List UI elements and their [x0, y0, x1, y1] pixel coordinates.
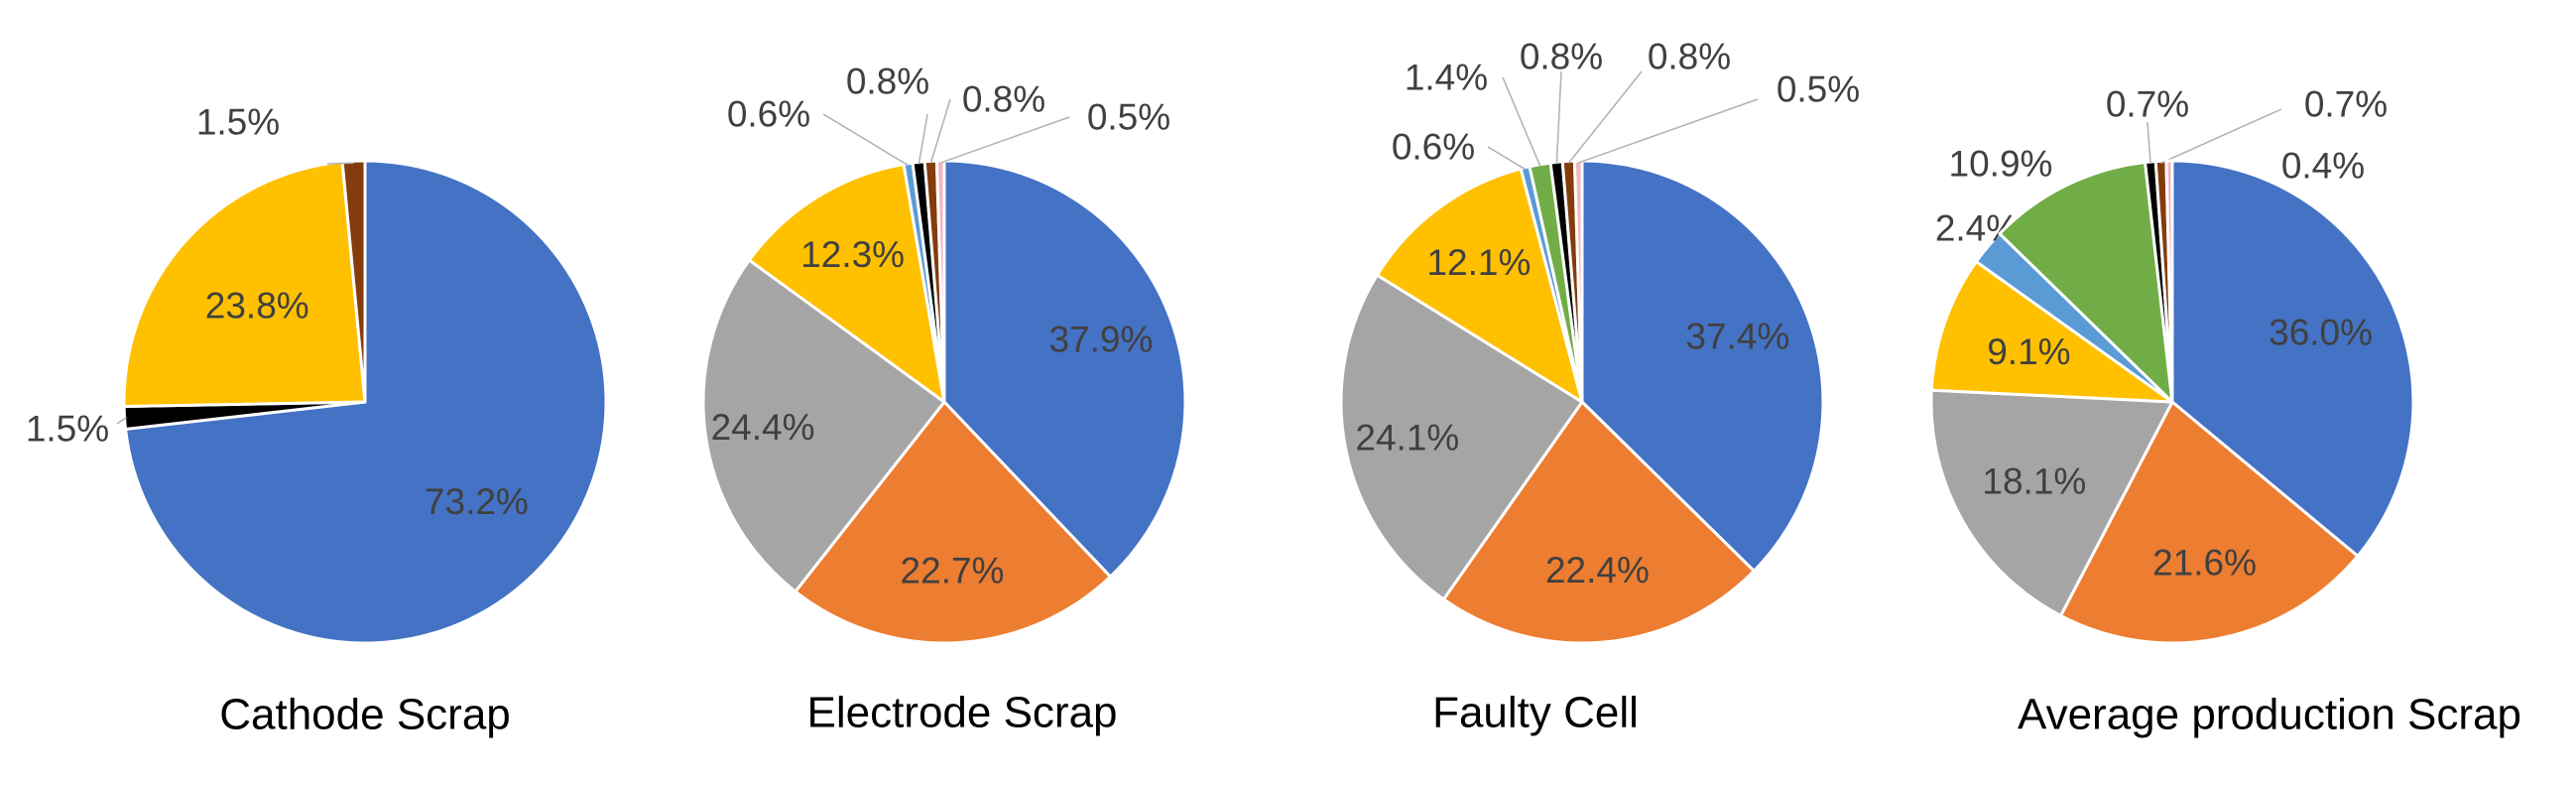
slice-data-label: 0.5%: [1777, 69, 1860, 110]
slice-data-label: 22.7%: [901, 550, 1005, 590]
slice-data-label: 0.6%: [727, 94, 810, 135]
slice-data-label: 12.1%: [1426, 242, 1531, 283]
electrode-scrap-pie: 37.9% 22.7% 24.4% 12.3% 0.6% 0.8% 0.8% 0.5% Elec…: [701, 62, 1187, 737]
leader-line: [1487, 146, 1527, 171]
cathode-scrap-pie: 73.2% 1.5% 23.8% 1.5% Cathode Scrap: [26, 102, 608, 739]
slice-data-label: 0.8%: [1520, 37, 1603, 77]
slice-data-label: 37.4%: [1685, 317, 1789, 357]
leader-line: [918, 113, 928, 165]
slice-data-label: 22.4%: [1545, 550, 1650, 590]
leader-line: [1555, 70, 1562, 165]
faulty-cell-pie: 37.4% 22.4% 24.1% 12.1% 0.6% 1.4% 0.8% 0.8% 0.5%…: [1339, 37, 1860, 737]
leader-line: [326, 162, 354, 165]
pie-slice: [747, 162, 946, 404]
slice-data-label: 0.8%: [846, 62, 929, 102]
pie-slice: [1929, 388, 2174, 617]
slice-data-label: 1.5%: [196, 102, 280, 143]
leader-line: [2147, 121, 2151, 165]
chart-title: Average production Scrap: [2018, 691, 2521, 739]
leader-line: [939, 116, 1070, 164]
slice-data-label: 0.8%: [962, 79, 1045, 120]
slice-data-label: 12.3%: [800, 234, 905, 275]
average-production-scrap-pie: 36.0%21.6%18.1%9.1%2.4%10.9%0.7% 0.7%0.4%…: [1929, 84, 2521, 739]
slice-data-label: 0.5%: [1087, 97, 1170, 138]
pie-slice: [1929, 260, 2174, 404]
pie-slice: [1998, 161, 2174, 404]
slice-data-label: 0.7%: [2106, 84, 2189, 125]
pie-slice: [1441, 400, 1756, 645]
slice-data-label: 36.0%: [2269, 312, 2373, 352]
leader-line: [1577, 98, 1759, 164]
pie-slice: [340, 159, 367, 404]
leader-line: [822, 113, 910, 167]
pie-slice: [1339, 273, 1584, 601]
pie-slice: [701, 258, 946, 593]
pie-slice: [122, 160, 367, 409]
leader-line: [929, 98, 951, 164]
slice-data-label: 1.4%: [1405, 58, 1488, 98]
slice-data-label: 24.1%: [1355, 418, 1459, 458]
pie-slice: [2164, 159, 2174, 404]
leader-line: [1502, 76, 1541, 168]
slice-data-label: 21.6%: [2152, 543, 2257, 584]
slice-data-label: 18.1%: [1982, 460, 2086, 501]
pie-slice: [794, 400, 1112, 645]
slice-data-label: 23.8%: [205, 285, 309, 326]
slice-data-label: 1.5%: [26, 409, 109, 450]
slice-data-label: 37.9%: [1048, 319, 1153, 359]
slice-data-label: 73.2%: [425, 481, 529, 522]
leader-line: [1567, 70, 1643, 164]
slice-data-label: 0.6%: [1392, 127, 1475, 168]
slice-data-label: 0.7%: [2304, 84, 2388, 125]
slice-data-label: 0.8%: [1648, 37, 1731, 77]
leader-line: [116, 417, 127, 425]
pie-slice: [942, 159, 1187, 579]
pie-slice: [1375, 167, 1584, 404]
slice-data-label: 24.4%: [711, 407, 815, 448]
leader-line: [2160, 108, 2282, 164]
pie-slice: [1580, 159, 1825, 573]
slice-data-label: 10.9%: [1949, 144, 2053, 185]
chart-title: Electrode Scrap: [806, 689, 1117, 737]
pie-slice: [2059, 400, 2360, 645]
pie-slice: [2170, 159, 2415, 558]
chart-title: Cathode Scrap: [219, 691, 511, 739]
slice-data-label: 9.1%: [1987, 331, 2070, 372]
slice-data-label: 0.4%: [2281, 146, 2365, 187]
chart-title: Faulty Cell: [1432, 689, 1639, 737]
